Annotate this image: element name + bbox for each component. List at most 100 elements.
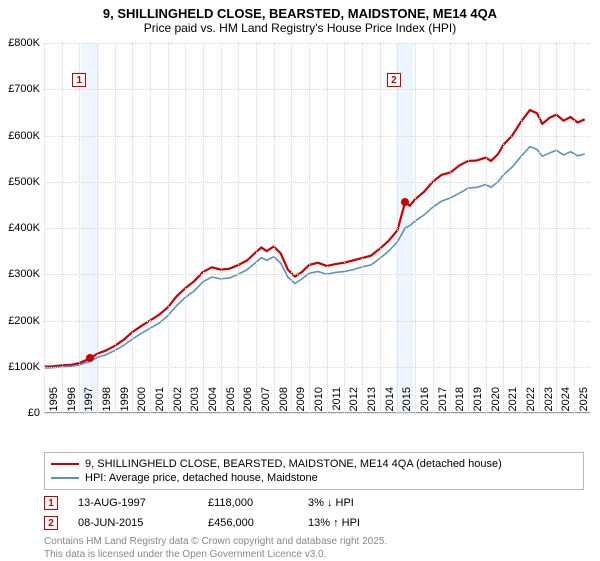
legend-item-hpi: HPI: Average price, detached house, Maid… [51,471,577,485]
x-tick-label: 2012 [348,387,360,417]
y-tick-label: £100K [0,361,40,373]
x-tick-label: 1999 [119,387,131,417]
x-tick-label: 2009 [295,387,307,417]
gridline-v [203,43,204,413]
transaction-pct: 13% ↑ HPI [308,517,398,529]
x-tick-label: 2008 [278,387,290,417]
gridline-h [44,367,590,368]
gridline-v [168,43,169,413]
transaction-date: 08-JUN-2015 [78,517,188,529]
transaction-price: £456,000 [208,517,288,529]
gridline-h [44,321,590,322]
x-tick-label: 2015 [401,387,413,417]
y-tick-label: £200K [0,315,40,327]
gridline-h [44,182,590,183]
gridline-v [344,43,345,413]
gridline-v [79,43,80,413]
y-tick-label: £600K [0,130,40,142]
footer-line2: This data is licensed under the Open Gov… [44,549,590,561]
below-chart: 9, SHILLINGHELD CLOSE, BEARSTED, MAIDSTO… [44,448,590,561]
x-tick-label: 2004 [207,387,219,417]
legend: 9, SHILLINGHELD CLOSE, BEARSTED, MAIDSTO… [44,452,584,490]
chart-title: 9, SHILLINGHELD CLOSE, BEARSTED, MAIDSTO… [0,0,600,39]
gridline-v [574,43,575,413]
x-tick-label: 2005 [225,387,237,417]
gridline-v [115,43,116,413]
legend-item-property: 9, SHILLINGHELD CLOSE, BEARSTED, MAIDSTO… [51,457,577,471]
x-tick-label: 2023 [543,387,555,417]
gridline-v [486,43,487,413]
gridline-h [44,228,590,229]
x-tick-label: 1997 [83,387,95,417]
x-tick-label: 2007 [260,387,272,417]
transaction-price: £118,000 [208,497,288,509]
gridline-v [450,43,451,413]
gridline-v [556,43,557,413]
footer: Contains HM Land Registry data © Crown c… [44,536,590,561]
marker-dot [401,198,409,206]
x-tick-label: 2003 [189,387,201,417]
x-tick-label: 2013 [366,387,378,417]
y-tick-label: £800K [0,37,40,49]
x-tick-label: 1998 [101,387,113,417]
gridline-v [132,43,133,413]
gridline-h [44,43,590,44]
gridline-v [503,43,504,413]
gridline-v [185,43,186,413]
gridline-v [256,43,257,413]
transaction-date: 13-AUG-1997 [78,497,188,509]
x-tick-label: 2010 [313,387,325,417]
x-tick-label: 2001 [154,387,166,417]
y-tick-label: £0 [0,407,40,419]
x-tick-label: 2025 [578,387,590,417]
marker-box: 2 [387,73,401,87]
gridline-v [397,43,398,413]
gridline-v [362,43,363,413]
y-tick-label: £500K [0,176,40,188]
gridline-v [521,43,522,413]
footer-line1: Contains HM Land Registry data © Crown c… [44,536,590,549]
gridline-h [44,136,590,137]
gridline-v [44,43,45,413]
gridline-v [238,43,239,413]
x-tick-label: 2006 [242,387,254,417]
transaction-row: 2 08-JUN-2015 £456,000 13% ↑ HPI [44,516,590,530]
gridline-v [309,43,310,413]
y-tick-label: £400K [0,222,40,234]
x-tick-label: 2014 [384,387,396,417]
gridline-v [415,43,416,413]
x-tick-label: 2020 [490,387,502,417]
y-tick-label: £300K [0,268,40,280]
plot-region: £0£100K£200K£300K£400K£500K£600K£700K£80… [44,43,590,413]
x-tick-label: 2018 [454,387,466,417]
gridline-v [291,43,292,413]
gridline-h [44,89,590,90]
transaction-row: 113-AUG-1997£118,0003% ↓ HPI [44,496,590,510]
gridline-v [380,43,381,413]
gridline-v [327,43,328,413]
x-tick-label: 2000 [136,387,148,417]
x-tick-label: 2011 [331,387,343,417]
gridline-v [274,43,275,413]
gridline-h [44,274,590,275]
legend-swatch-property [51,463,79,465]
x-tick-label: 2022 [525,387,537,417]
gridline-v [62,43,63,413]
gridline-v [97,43,98,413]
y-tick-label: £700K [0,83,40,95]
x-tick-label: 2002 [172,387,184,417]
x-tick-label: 2021 [507,387,519,417]
x-tick-label: 1995 [48,387,60,417]
x-tick-label: 1996 [66,387,78,417]
title-address: 9, SHILLINGHELD CLOSE, BEARSTED, MAIDSTO… [10,6,590,21]
legend-swatch-hpi [51,477,79,479]
x-tick-label: 2024 [560,387,572,417]
transaction-idx: 2 [44,516,58,530]
title-subtitle: Price paid vs. HM Land Registry's House … [10,21,590,35]
gridline-v [433,43,434,413]
x-tick-label: 2017 [437,387,449,417]
gridline-v [221,43,222,413]
transaction-pct: 3% ↓ HPI [308,497,398,509]
chart-area: £0£100K£200K£300K£400K£500K£600K£700K£80… [44,43,590,413]
transactions-list: 113-AUG-1997£118,0003% ↓ HPI208-JUN-2015… [44,496,590,530]
